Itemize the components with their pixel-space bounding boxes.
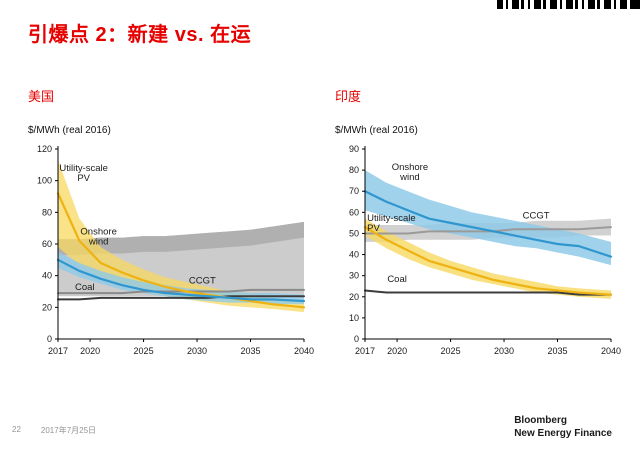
charts-area: 美国 $/MWh (real 2016) 0 20 40 60 80 100 120 2017… [28,86,621,373]
footer-date: 2017年7月25日 [40,426,97,435]
svg-text:Coal: Coal [75,282,95,293]
svg-text:2025: 2025 [134,346,154,356]
brand-line-2: New Energy Finance [514,428,612,439]
region-label-us: 美国 [28,89,55,104]
brand-logo: Bloomberg New Energy Finance [514,414,612,440]
svg-text:90: 90 [349,144,359,154]
slide-title: 引爆点 2：新建 vs. 在运 [28,24,252,46]
chart-block-us: 美国 $/MWh (real 2016) 0 20 40 60 80 100 120 2017… [28,86,314,373]
svg-text:2035: 2035 [241,346,261,356]
svg-text:Coal: Coal [387,274,407,285]
svg-text:2020: 2020 [80,346,100,356]
svg-text:20: 20 [42,302,52,312]
unit-label-india: $/MWh (real 2016) [335,125,418,136]
barcode-mark-icon [497,0,640,9]
svg-text:0: 0 [47,334,52,344]
svg-text:CCGT: CCGT [189,276,216,287]
svg-text:60: 60 [42,239,52,249]
svg-text:10: 10 [349,313,359,323]
unit-label-us: $/MWh (real 2016) [28,125,111,136]
svg-text:2030: 2030 [187,346,207,356]
svg-text:100: 100 [37,176,52,186]
svg-text:2030: 2030 [494,346,514,356]
region-label-india: 印度 [335,89,362,104]
svg-text:60: 60 [349,207,359,217]
svg-text:20: 20 [349,292,359,302]
svg-text:50: 50 [349,228,359,238]
footer-page-number: 22 [12,425,21,434]
svg-text:2040: 2040 [294,346,314,356]
brand-line-1: Bloomberg [514,415,567,426]
svg-text:2025: 2025 [441,346,461,356]
svg-text:30: 30 [349,271,359,281]
svg-text:CCGT: CCGT [523,211,550,222]
svg-text:0: 0 [354,334,359,344]
svg-text:80: 80 [349,165,359,175]
svg-text:2017: 2017 [355,346,375,356]
svg-text:40: 40 [42,271,52,281]
svg-text:2040: 2040 [601,346,621,356]
svg-text:70: 70 [349,186,359,196]
svg-text:2035: 2035 [548,346,568,356]
svg-text:80: 80 [42,207,52,217]
svg-text:40: 40 [349,250,359,260]
svg-text:2020: 2020 [387,346,407,356]
svg-text:2017: 2017 [48,346,68,356]
svg-text:120: 120 [37,144,52,154]
chart-block-india: 印度 $/MWh (real 2016) 0 10 20 30 40 50 60 70 80 90… [335,86,621,373]
footer: 22 2017年7月25日 [12,425,96,436]
